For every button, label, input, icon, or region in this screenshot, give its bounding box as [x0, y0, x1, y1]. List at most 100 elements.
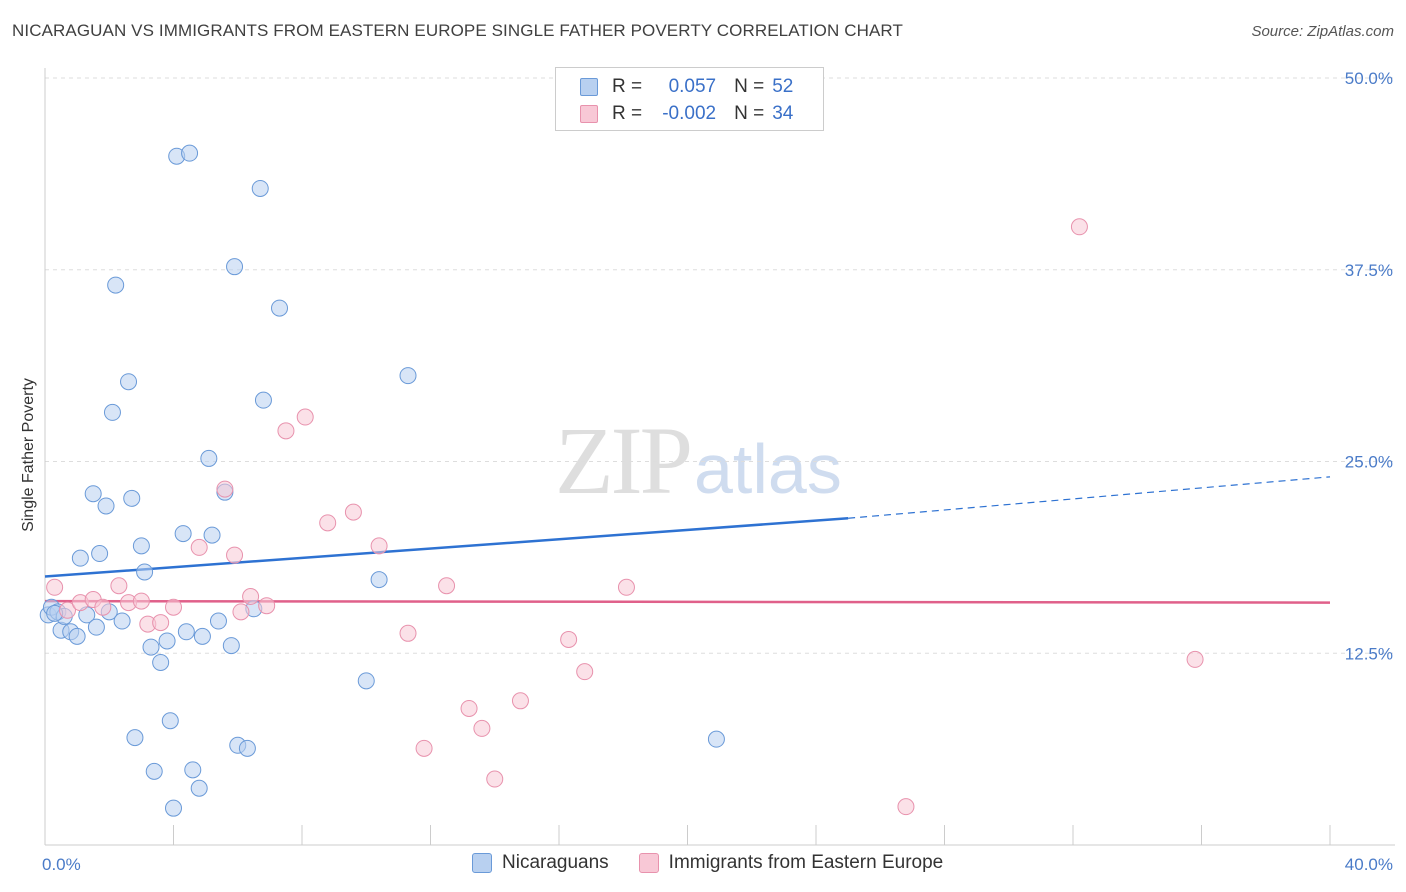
trendline-nicaraguans-projection	[848, 476, 1331, 519]
point-eastern-europe	[132, 592, 150, 610]
series-legend: Nicaraguans Immigrants from Eastern Euro…	[472, 852, 973, 874]
legend-swatch-pink	[580, 105, 598, 123]
point-nicaraguans	[193, 627, 211, 645]
axis-layer	[44, 68, 1395, 846]
y-tick-label: 37.5%	[1345, 261, 1393, 280]
point-nicaraguans	[142, 638, 160, 656]
point-nicaraguans	[113, 612, 131, 630]
point-nicaraguans	[158, 632, 176, 650]
point-nicaraguans	[707, 730, 725, 748]
watermark-atlas: atlas	[694, 430, 842, 508]
point-eastern-europe	[242, 587, 260, 605]
point-eastern-europe	[296, 408, 314, 426]
point-eastern-europe	[277, 422, 295, 440]
point-eastern-europe	[232, 603, 250, 621]
correlation-legend: R = 0.057 N = 52 R = -0.002 N = 34	[555, 67, 824, 131]
point-eastern-europe	[190, 538, 208, 556]
point-eastern-europe	[486, 770, 504, 788]
point-nicaraguans	[132, 537, 150, 555]
point-eastern-europe	[258, 597, 276, 615]
x-tick-label: 0.0%	[42, 855, 81, 874]
point-nicaraguans	[136, 563, 154, 581]
source-label: Source: ZipAtlas.com	[1251, 23, 1394, 40]
legend-n-value: 52	[772, 76, 794, 97]
point-eastern-europe	[110, 577, 128, 595]
point-nicaraguans	[184, 761, 202, 779]
point-eastern-europe	[344, 503, 362, 521]
series-legend-label: Immigrants from Eastern Europe	[668, 852, 944, 873]
point-eastern-europe	[473, 719, 491, 737]
point-eastern-europe	[319, 514, 337, 532]
point-nicaraguans	[123, 489, 141, 507]
point-nicaraguans	[357, 672, 375, 690]
legend-n-value: 34	[772, 103, 794, 124]
legend-row-eastern-europe: R = -0.002 N = 34	[580, 103, 793, 125]
point-nicaraguans	[370, 571, 388, 589]
point-nicaraguans	[200, 449, 218, 467]
trendline-eastern-europe	[44, 599, 1331, 604]
point-nicaraguans	[165, 799, 182, 817]
point-eastern-europe	[226, 546, 244, 564]
point-nicaraguans	[161, 712, 179, 730]
x-tick-label: 40.0%	[1345, 855, 1393, 874]
series-legend-eastern-europe[interactable]: Immigrants from Eastern Europe	[638, 852, 944, 874]
point-eastern-europe	[46, 578, 64, 596]
point-nicaraguans	[238, 739, 256, 757]
point-eastern-europe	[399, 624, 417, 642]
series-legend-nicaraguans[interactable]: Nicaraguans	[472, 852, 609, 874]
point-nicaraguans	[222, 637, 240, 655]
point-nicaraguans	[145, 762, 163, 780]
point-nicaraguans	[174, 525, 192, 543]
point-eastern-europe	[58, 601, 76, 619]
legend-n-label: N =	[734, 76, 765, 97]
point-eastern-europe	[511, 692, 529, 710]
legend-r-label: R =	[612, 103, 643, 124]
y-tick-label: 25.0%	[1345, 453, 1393, 472]
point-eastern-europe	[1070, 218, 1088, 236]
y-tick-label: 50.0%	[1345, 69, 1393, 88]
point-nicaraguans	[209, 612, 227, 630]
point-nicaraguans	[177, 623, 195, 641]
point-nicaraguans	[399, 367, 417, 385]
point-nicaraguans	[91, 545, 109, 563]
point-nicaraguans	[71, 549, 89, 567]
grid-layer	[45, 77, 1395, 654]
point-nicaraguans	[181, 144, 199, 162]
point-nicaraguans	[126, 729, 144, 747]
legend-n-label: N =	[734, 103, 765, 124]
series-legend-label: Nicaraguans	[502, 852, 609, 873]
legend-row-nicaraguans: R = 0.057 N = 52	[580, 76, 793, 98]
point-nicaraguans	[120, 373, 138, 391]
points-layer	[39, 144, 1204, 817]
point-eastern-europe	[617, 578, 635, 596]
watermark: ZIPatlas	[555, 405, 842, 516]
watermark-zip: ZIP	[555, 407, 693, 514]
point-eastern-europe	[897, 798, 915, 816]
point-nicaraguans	[190, 779, 208, 797]
point-nicaraguans	[271, 299, 289, 317]
point-eastern-europe	[576, 663, 594, 681]
point-eastern-europe	[415, 739, 433, 757]
trendline-nicaraguans	[44, 517, 849, 578]
point-nicaraguans	[203, 526, 221, 544]
point-eastern-europe	[94, 598, 112, 616]
label-layer: 12.5% 25.0% 37.5% 50.0% 0.0% 40.0%	[42, 69, 1393, 874]
point-eastern-europe	[560, 630, 578, 648]
point-nicaraguans	[254, 391, 272, 409]
point-nicaraguans	[97, 497, 115, 515]
point-nicaraguans	[68, 627, 86, 645]
legend-r-label: R =	[612, 76, 643, 97]
point-nicaraguans	[87, 618, 105, 636]
y-axis-label: Single Father Poverty	[20, 378, 37, 532]
point-nicaraguans	[84, 485, 102, 503]
chart-title: NICARAGUAN VS IMMIGRANTS FROM EASTERN EU…	[12, 21, 903, 40]
point-nicaraguans	[152, 653, 170, 671]
point-nicaraguans	[107, 276, 125, 294]
point-nicaraguans	[103, 403, 121, 421]
legend-r-value: -0.002	[662, 103, 717, 124]
point-eastern-europe	[152, 614, 170, 632]
series-swatch-pink	[638, 853, 659, 873]
legend-swatch-blue	[580, 78, 598, 96]
point-eastern-europe	[165, 598, 182, 616]
point-eastern-europe	[216, 480, 234, 498]
